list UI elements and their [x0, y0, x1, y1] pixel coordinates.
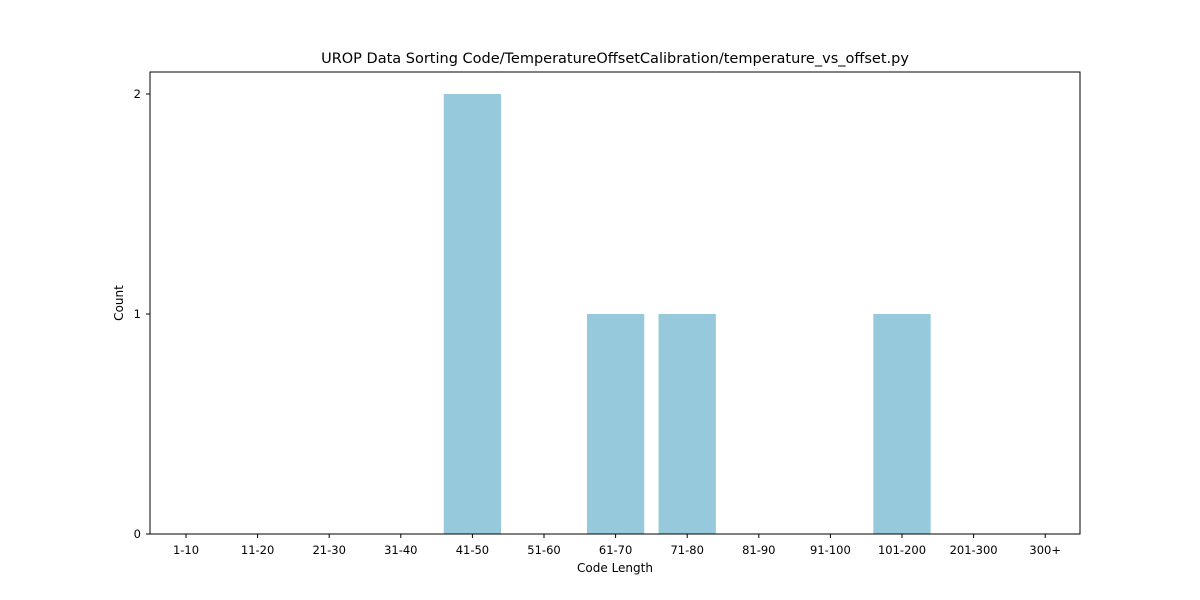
x-tick-label: 11-20 [241, 543, 274, 557]
x-tick-label: 91-100 [810, 543, 851, 557]
x-tick-label: 81-90 [742, 543, 775, 557]
x-tick-label: 1-10 [173, 543, 199, 557]
x-tick-label: 101-200 [878, 543, 926, 557]
x-axis-label: Code Length [577, 561, 653, 575]
x-tick-label: 41-50 [456, 543, 489, 557]
y-axis: 0 1 2 [134, 87, 150, 541]
x-tick-label: 31-40 [384, 543, 417, 557]
bar-41-50 [443, 94, 502, 534]
bar-101-200 [873, 314, 931, 534]
plot-frame [149, 71, 1081, 535]
x-axis: 1-10 11-20 21-30 31-40 41-50 51-60 61-70 71-80 8… [173, 534, 1061, 557]
x-tick-label: 21-30 [312, 543, 345, 557]
y-tick-label: 1 [134, 307, 141, 321]
bar-71-80 [658, 314, 716, 534]
y-axis-label: Count [112, 285, 126, 321]
x-tick-label: 71-80 [670, 543, 703, 557]
bar-61-70 [586, 314, 645, 534]
x-tick-label: 51-60 [527, 543, 560, 557]
x-tick-label: 201-300 [950, 543, 998, 557]
bars-group [443, 94, 931, 534]
x-tick-label: 61-70 [599, 543, 632, 557]
chart-title: UROP Data Sorting Code/TemperatureOffset… [321, 51, 909, 67]
y-tick-label: 2 [134, 87, 141, 101]
x-tick-label: 300+ [1029, 543, 1061, 557]
y-tick-label: 0 [134, 527, 141, 541]
